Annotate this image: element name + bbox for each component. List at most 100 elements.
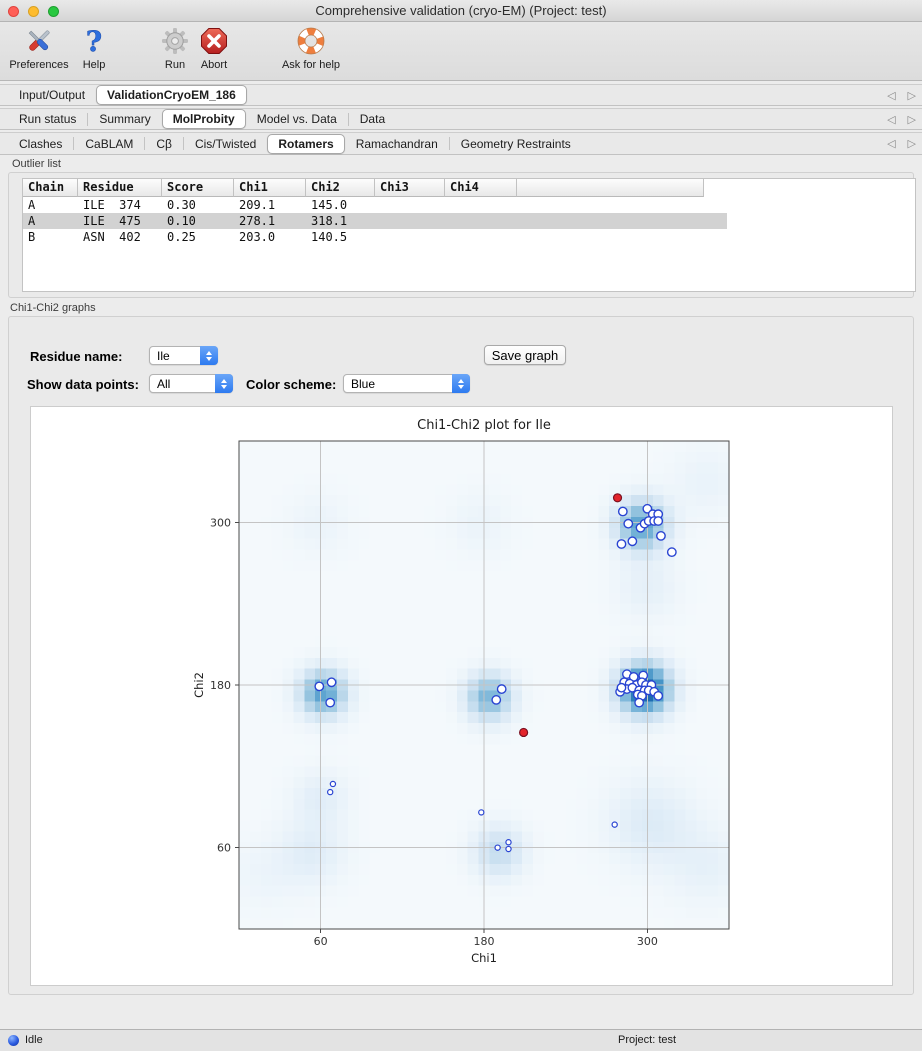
abort-button[interactable]: Abort [191, 26, 237, 71]
window-title: Comprehensive validation (cryo-EM) (Proj… [315, 3, 607, 18]
tab-model-vs-data[interactable]: Model vs. Data [256, 112, 337, 126]
residue-name-value: Ile [157, 348, 170, 363]
minimize-button[interactable] [28, 6, 39, 17]
save-graph-button[interactable]: Save graph [484, 345, 566, 365]
color-scheme-value: Blue [351, 376, 376, 391]
project-label: Project: test [618, 1034, 677, 1046]
column-header-chain[interactable]: Chain [23, 179, 78, 197]
show-data-points-select[interactable]: All [149, 374, 233, 393]
color-scheme-label: Color scheme: [246, 377, 337, 392]
outlier-row-B-ASN-402[interactable]: B ASN 402 0.25 203.0 140.5 [23, 229, 915, 245]
cell-chi1: 209.1 [239, 198, 276, 212]
title-bar: Comprehensive validation (cryo-EM) (Proj… [0, 0, 922, 22]
tab-cablam[interactable]: CaBLAM [85, 136, 134, 151]
data-point [634, 697, 645, 708]
plot-title: Chi1-Chi2 plot for Ile [417, 418, 551, 433]
help-button[interactable]: ? Help [74, 26, 114, 71]
cell-score: 0.30 [167, 198, 196, 212]
tab-validationcryoem-186[interactable]: ValidationCryoEM_186 [96, 85, 247, 105]
y-tick-label: 180 [210, 679, 231, 692]
abort-label: Abort [200, 59, 228, 71]
tab-data[interactable]: Data [359, 112, 386, 126]
tab-scroll-right-icon[interactable]: ▷ [907, 88, 916, 102]
tab-run-status[interactable]: Run status [19, 112, 77, 126]
data-point-small [326, 788, 334, 796]
cell-chi2: 145.0 [311, 198, 348, 212]
data-point [491, 695, 502, 705]
cell-chi1: 203.0 [239, 230, 276, 244]
cell-chain: A [28, 198, 36, 212]
tab-input-output[interactable]: Input/Output [19, 88, 86, 102]
column-header-score[interactable]: Score [162, 179, 234, 197]
tab-geometry-restraints[interactable]: Geometry Restraints [460, 136, 571, 151]
data-point-small [505, 839, 512, 846]
column-header-filler [517, 179, 704, 197]
cell-chain: A [28, 214, 36, 228]
toolbar: Preferences ? Help Run [0, 22, 922, 81]
close-button[interactable] [8, 6, 19, 17]
data-point [616, 539, 627, 549]
data-point [627, 536, 638, 547]
molprobity-tab-bar: Clashes CaBLAM Cβ Cis/Twisted Rotamers Ramach… [0, 132, 922, 155]
tab-rotamers[interactable]: Rotamers [267, 133, 345, 154]
tab-scroll-right-icon[interactable]: ▷ [907, 137, 916, 150]
tab-cis-twisted[interactable]: Cis/Twisted [194, 136, 257, 151]
data-point [325, 697, 336, 708]
preferences-button[interactable]: Preferences [2, 26, 76, 71]
column-header-chi1[interactable]: Chi1 [234, 179, 306, 197]
status-text: Idle [25, 1034, 43, 1046]
zoom-button[interactable] [48, 6, 59, 17]
tab-clashes[interactable]: Clashes [19, 136, 63, 151]
cell-score: 0.25 [167, 230, 196, 244]
x-tick-label: 60 [314, 935, 328, 948]
help-label: Help [82, 59, 106, 71]
outlier-table[interactable]: Chain Residue Score Chi1 Chi2 Chi3 Chi4 A ILE 37… [22, 178, 916, 292]
column-header-chi2[interactable]: Chi2 [306, 179, 375, 197]
data-point [616, 682, 627, 693]
outlier-point [612, 493, 623, 503]
data-point-small [505, 845, 512, 853]
chi1-chi2-scatter-plot: 60 180 300 60 180 300 Chi1-Chi2 plot for Ile Ch… [192, 418, 730, 965]
validation-tab-bar: Run status Summary MolProbity Model vs. Dat… [0, 108, 922, 130]
column-header-chi3[interactable]: Chi3 [375, 179, 445, 197]
outlier-row-A-ILE-374[interactable]: A ILE 374 0.30 209.1 145.0 [23, 197, 915, 213]
column-header-chi4[interactable]: Chi4 [445, 179, 517, 197]
preferences-tools-icon [28, 30, 50, 51]
tab-scroll-right-icon[interactable]: ▷ [907, 112, 916, 126]
show-data-points-label: Show data points: [27, 377, 139, 392]
y-axis-label: Chi2 [192, 672, 206, 698]
tab-c-[interactable]: Cβ [156, 136, 172, 151]
ask-for-help-button[interactable]: Ask for help [272, 26, 350, 71]
data-point [653, 516, 664, 526]
run-gear-icon [162, 28, 188, 54]
chi1-chi2-plot-panel: 60 180 300 60 180 300 Chi1-Chi2 plot for Ile Ch… [30, 406, 893, 986]
run-label: Run [164, 59, 186, 71]
cell-residue: ILE 374 [83, 198, 141, 212]
tab-scroll-left-icon[interactable]: ◁ [887, 137, 896, 150]
popup-stepper-icon [452, 374, 470, 393]
outlier-point [519, 727, 529, 738]
tab-separator [448, 137, 450, 150]
tab-separator [347, 112, 349, 126]
help-question-icon: ? [86, 26, 103, 56]
tab-molprobity[interactable]: MolProbity [161, 109, 246, 129]
tab-ramachandran[interactable]: Ramachandran [355, 136, 438, 151]
tab-scroll-left-icon[interactable]: ◁ [887, 112, 896, 126]
residue-name-select[interactable]: Ile [149, 346, 218, 365]
tab-scroll-left-icon[interactable]: ◁ [887, 88, 896, 102]
outlier-row-A-ILE-475[interactable]: A ILE 475 0.10 278.1 318.1 [23, 213, 727, 229]
data-point [496, 684, 507, 694]
status-bar: Idle Project: test [0, 1029, 922, 1051]
data-point [666, 547, 677, 558]
ask-for-help-label: Ask for help [281, 59, 341, 71]
abort-stop-icon [201, 28, 227, 54]
tab-separator [144, 137, 146, 150]
data-point-small [611, 821, 618, 828]
color-scheme-select[interactable]: Blue [343, 374, 470, 393]
column-header-residue[interactable]: Residue [78, 179, 162, 197]
x-tick-label: 180 [474, 935, 495, 948]
y-tick-label: 300 [210, 516, 231, 529]
run-button[interactable]: Run [152, 26, 198, 71]
tab-summary[interactable]: Summary [99, 112, 151, 126]
